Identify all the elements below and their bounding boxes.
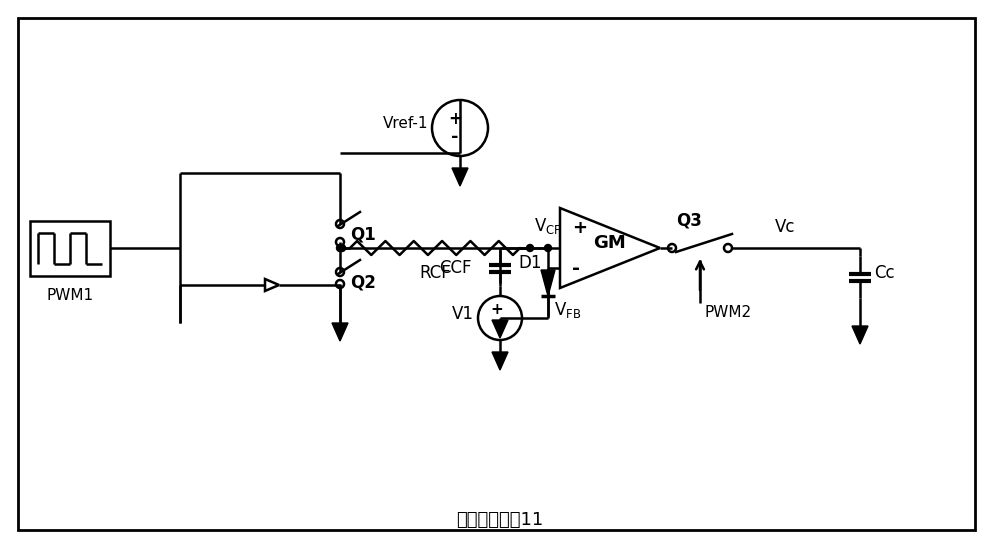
Circle shape: [544, 244, 552, 252]
Text: Q1: Q1: [350, 226, 376, 244]
Text: Vref-1: Vref-1: [382, 116, 428, 130]
Text: PWM1: PWM1: [46, 288, 94, 303]
Text: Vc: Vc: [775, 218, 796, 236]
Bar: [30, 221, 110, 276]
Circle shape: [338, 244, 346, 252]
Text: V1: V1: [452, 305, 474, 323]
Text: +: +: [572, 219, 587, 237]
Text: RCF: RCF: [419, 264, 451, 282]
Text: -: -: [572, 259, 580, 277]
Polygon shape: [852, 326, 868, 344]
Polygon shape: [541, 270, 555, 296]
Text: $\mathregular{V_{FB}}$: $\mathregular{V_{FB}}$: [554, 300, 581, 320]
Circle shape: [336, 244, 344, 252]
Polygon shape: [492, 352, 508, 370]
Text: GM: GM: [594, 234, 626, 252]
Circle shape: [526, 244, 534, 252]
Polygon shape: [452, 168, 468, 186]
Text: D1: D1: [518, 254, 542, 272]
Text: Q3: Q3: [676, 212, 702, 230]
Text: CCF: CCF: [440, 259, 472, 277]
Text: $\mathregular{V_{CF}}$: $\mathregular{V_{CF}}$: [534, 216, 562, 236]
Text: +: +: [448, 110, 462, 128]
Text: PWM2: PWM2: [705, 305, 752, 320]
Polygon shape: [492, 320, 508, 338]
Polygon shape: [332, 323, 348, 341]
Text: -: -: [494, 317, 500, 335]
Text: Cc: Cc: [874, 264, 895, 282]
Text: Q2: Q2: [350, 273, 376, 291]
Text: -: -: [451, 128, 459, 146]
Text: +: +: [491, 302, 503, 317]
Text: 调光控制电路11: 调光控制电路11: [456, 511, 544, 529]
